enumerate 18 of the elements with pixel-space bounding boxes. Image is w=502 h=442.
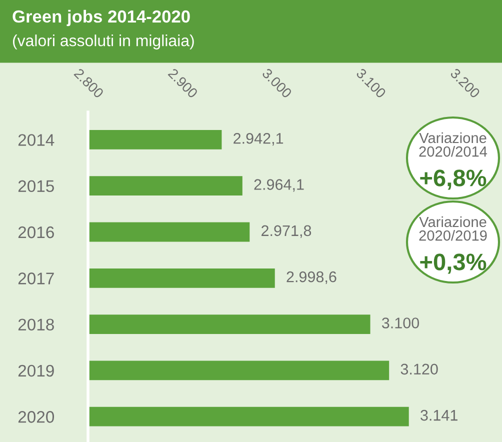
- data-label: 2.964,1: [254, 179, 304, 192]
- y-tick-label: 2020: [18, 411, 54, 423]
- data-label: 3.100: [382, 318, 420, 328]
- data-label: 2.942,1: [234, 132, 284, 146]
- y-tick-label: 2017: [18, 272, 54, 284]
- data-label: 2.971,8: [262, 225, 312, 238]
- annotation: Variazione 2020/2019 +0,3%: [419, 216, 487, 274]
- data-label: 3.141: [420, 410, 458, 421]
- y-tick-label: 2016: [18, 226, 54, 238]
- y-tick-label: 2019: [18, 364, 54, 377]
- y-tick-label: 2015: [18, 180, 54, 192]
- data-label: 2.998,6: [286, 271, 336, 284]
- data-label: 3.120: [400, 364, 438, 375]
- chart-title: Green jobs 2014-2020: [12, 10, 190, 26]
- y-tick-label: 2014: [18, 134, 54, 146]
- y-tick-label: 2018: [18, 318, 54, 331]
- chart-subtitle: (valori assoluti in migliaia): [12, 34, 194, 50]
- annotation: Variazione 2020/2014 +6,8%: [419, 132, 488, 190]
